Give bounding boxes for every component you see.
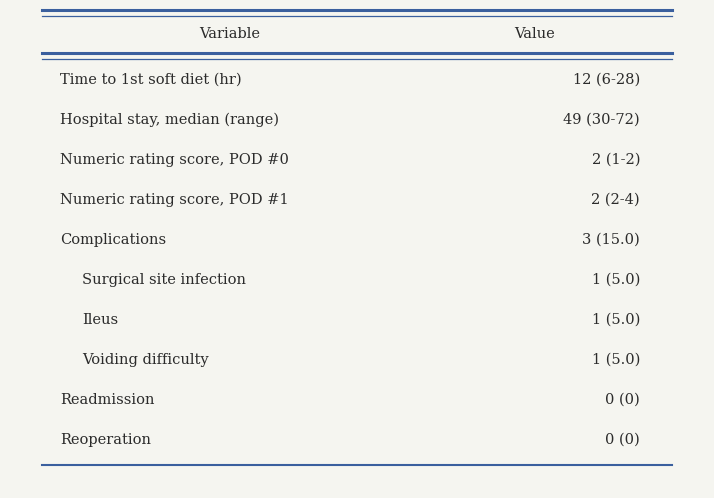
Text: Ileus: Ileus xyxy=(82,313,118,327)
Text: 12 (6-28): 12 (6-28) xyxy=(573,73,640,87)
Text: Complications: Complications xyxy=(60,233,166,247)
Text: 2 (2-4): 2 (2-4) xyxy=(591,193,640,207)
Text: 1 (5.0): 1 (5.0) xyxy=(592,353,640,367)
Text: 0 (0): 0 (0) xyxy=(605,393,640,407)
Text: Hospital stay, median (range): Hospital stay, median (range) xyxy=(60,113,279,127)
Text: 1 (5.0): 1 (5.0) xyxy=(592,273,640,287)
Text: Surgical site infection: Surgical site infection xyxy=(82,273,246,287)
Text: Time to 1st soft diet (hr): Time to 1st soft diet (hr) xyxy=(60,73,241,87)
Text: 1 (5.0): 1 (5.0) xyxy=(592,313,640,327)
Text: 3 (15.0): 3 (15.0) xyxy=(582,233,640,247)
Text: Voiding difficulty: Voiding difficulty xyxy=(82,353,208,367)
Text: Variable: Variable xyxy=(199,27,261,41)
Text: Value: Value xyxy=(515,27,555,41)
Text: Reoperation: Reoperation xyxy=(60,433,151,447)
Text: Numeric rating score, POD #0: Numeric rating score, POD #0 xyxy=(60,153,289,167)
Text: Readmission: Readmission xyxy=(60,393,154,407)
Text: Numeric rating score, POD #1: Numeric rating score, POD #1 xyxy=(60,193,288,207)
Text: 49 (30-72): 49 (30-72) xyxy=(563,113,640,127)
Text: 0 (0): 0 (0) xyxy=(605,433,640,447)
Text: 2 (1-2): 2 (1-2) xyxy=(591,153,640,167)
